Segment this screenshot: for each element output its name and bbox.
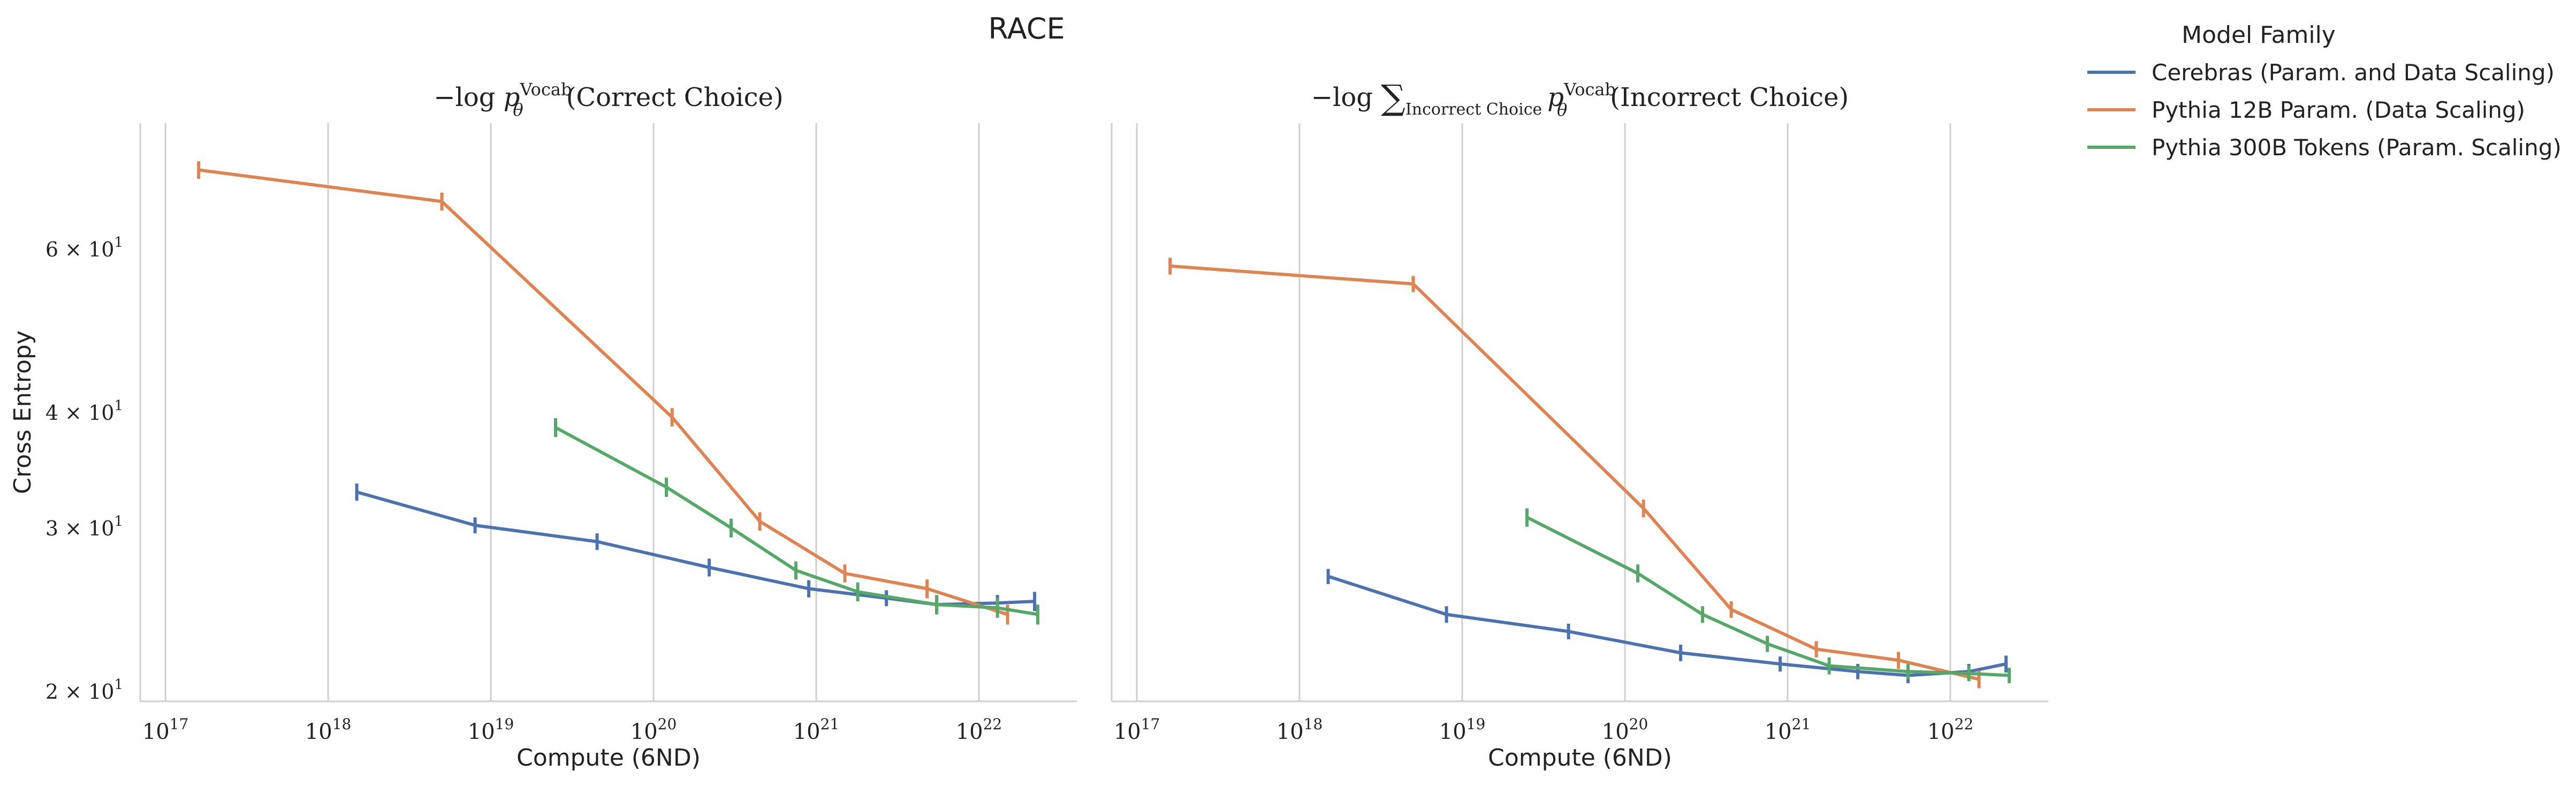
x-tick-label: 1017 bbox=[142, 715, 189, 744]
x-tick-label: 1018 bbox=[1276, 715, 1323, 744]
y-tick-label: 3 × 101 bbox=[45, 513, 123, 540]
panel-1-axes bbox=[139, 123, 1077, 702]
y-tick-label: 6 × 101 bbox=[45, 235, 123, 261]
x-tick-label: 1020 bbox=[630, 715, 677, 744]
panel-1-y-axis-label: Cross Entropy bbox=[9, 330, 36, 494]
panel-2-gridlines bbox=[1136, 123, 1951, 701]
legend-label: Pythia 12B Param. (Data Scaling) bbox=[2152, 97, 2525, 123]
panel-2-x-ticks: 1017 1018 1019 1020 1021 1022 bbox=[1114, 715, 1973, 744]
x-tick-label: 1017 bbox=[1114, 715, 1160, 744]
panel-1-x-ticks: 1017 1018 1019 1020 1021 1022 bbox=[142, 715, 1002, 744]
panel-1: −log pVocab θ (Correct Choice) 1017 1018 101… bbox=[9, 79, 1077, 772]
x-tick-label: 1020 bbox=[1602, 715, 1648, 744]
y-tick-label: 4 × 101 bbox=[45, 398, 123, 425]
legend: Model Family Cerebras (Param. and Data S… bbox=[2087, 21, 2562, 161]
panel-1-title: −log pVocab θ (Correct Choice) bbox=[434, 79, 783, 120]
x-tick-label: 1019 bbox=[1439, 715, 1486, 744]
x-tick-label: 1018 bbox=[305, 715, 352, 744]
figure-title: RACE bbox=[988, 12, 1065, 46]
panel-1-y-ticks: 2 × 101 3 × 101 4 × 101 6 × 101 bbox=[45, 235, 123, 704]
panel-1-gridlines bbox=[164, 123, 980, 701]
y-tick-label: 2 × 101 bbox=[45, 677, 123, 704]
legend-title: Model Family bbox=[2182, 21, 2336, 49]
x-tick-label: 1019 bbox=[468, 715, 514, 744]
panel-1-x-axis-label: Compute (6ND) bbox=[516, 744, 701, 772]
x-tick-label: 1021 bbox=[1765, 715, 1811, 744]
panel-2-x-axis-label: Compute (6ND) bbox=[1488, 744, 1672, 772]
x-tick-label: 1021 bbox=[793, 715, 840, 744]
legend-label: Cerebras (Param. and Data Scaling) bbox=[2152, 59, 2555, 86]
panel-1-series bbox=[197, 161, 1039, 625]
x-tick-label: 1022 bbox=[1927, 715, 1974, 744]
panel-2-title: −log ∑Incorrect Choice pVocab θ (Incorrect … bbox=[1311, 78, 1849, 120]
series-line bbox=[1526, 516, 2010, 677]
panel-2-axes bbox=[1111, 123, 2048, 702]
panel-2-series bbox=[1168, 258, 2011, 689]
legend-label: Pythia 300B Tokens (Param. Scaling) bbox=[2152, 134, 2562, 161]
series-line bbox=[554, 426, 1038, 616]
panel-2: −log ∑Incorrect Choice pVocab θ (Incorrect … bbox=[1111, 78, 2048, 772]
x-tick-label: 1022 bbox=[956, 715, 1002, 744]
